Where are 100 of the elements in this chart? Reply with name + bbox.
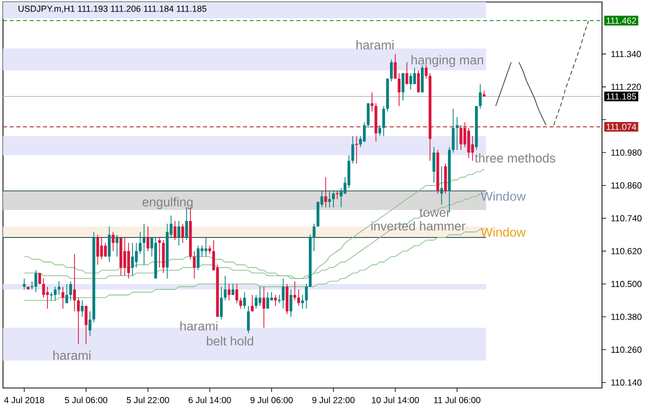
candlestick bbox=[69, 280, 72, 301]
candlestick bbox=[452, 108, 455, 153]
annotation: harami bbox=[180, 321, 218, 331]
y-tick-label: 110.620 bbox=[611, 248, 642, 254]
candlestick bbox=[58, 280, 60, 296]
annotation: engulfing bbox=[142, 197, 193, 210]
candlestick bbox=[290, 289, 292, 318]
candlestick bbox=[232, 284, 234, 296]
candlestick bbox=[258, 286, 262, 306]
candlestick bbox=[324, 176, 328, 208]
candlestick bbox=[440, 166, 444, 205]
candlestick bbox=[84, 305, 88, 345]
candlestick bbox=[228, 284, 230, 301]
candlestick bbox=[46, 286, 49, 310]
annotation: harami bbox=[356, 40, 394, 50]
y-tick-label: 110.500 bbox=[611, 280, 642, 288]
candlestick bbox=[262, 286, 266, 328]
candlestick bbox=[112, 232, 115, 252]
y-tick-label: 111.340 bbox=[611, 50, 641, 58]
candlestick bbox=[54, 286, 57, 301]
y-tick-label: 110.140 bbox=[611, 379, 642, 386]
y-tick-label: 110.380 bbox=[611, 314, 642, 320]
x-tick-label: 11 Jul 06:00 bbox=[434, 396, 480, 404]
candlestick bbox=[174, 220, 176, 241]
candlestick bbox=[394, 54, 397, 80]
candlestick bbox=[88, 310, 92, 336]
candlestick bbox=[62, 286, 64, 310]
y-tick-label: 110.740 bbox=[611, 215, 642, 222]
candlestick bbox=[328, 190, 331, 208]
candlestick bbox=[332, 190, 335, 208]
y-tick-label: 111.220 bbox=[611, 84, 641, 90]
candlestick bbox=[123, 237, 126, 276]
candlestick bbox=[73, 253, 76, 312]
candlestick bbox=[460, 124, 462, 150]
candlestick bbox=[80, 300, 84, 318]
candlestick bbox=[354, 136, 359, 164]
candlestick bbox=[417, 70, 420, 93]
candlestick bbox=[362, 122, 366, 142]
candlestick bbox=[42, 278, 45, 298]
candlestick bbox=[370, 92, 374, 112]
candlestick bbox=[127, 242, 130, 279]
candlestick bbox=[402, 72, 404, 101]
ref-line-label: 111.185 bbox=[606, 93, 636, 100]
candlestick bbox=[131, 242, 134, 276]
x-tick-label: 9 Jul 22:00 bbox=[312, 396, 355, 404]
candlestick bbox=[456, 116, 458, 150]
candlestick bbox=[235, 284, 238, 304]
annotation: three methods bbox=[474, 153, 556, 163]
candlestick bbox=[220, 286, 223, 320]
candlestick bbox=[104, 242, 107, 257]
candlestick bbox=[274, 294, 277, 306]
annotation: belt hold bbox=[206, 336, 254, 346]
candlestick bbox=[266, 292, 270, 310]
candlestick bbox=[301, 294, 304, 310]
x-tick-label: 5 Jul 22:00 bbox=[126, 396, 170, 404]
candlestick bbox=[405, 62, 408, 85]
candlestick bbox=[254, 294, 258, 310]
annotation: hanging man bbox=[412, 55, 484, 67]
candlestick bbox=[38, 272, 42, 284]
x-tick-label: 5 Jul 06:00 bbox=[64, 396, 108, 404]
y-tick-label: 110.260 bbox=[611, 346, 642, 353]
candlestick bbox=[398, 72, 401, 106]
x-tick-label: 6 Jul 14:00 bbox=[188, 396, 231, 404]
candlestick bbox=[108, 226, 111, 262]
x-tick-label: 4 Jul 2018 bbox=[4, 396, 44, 404]
candlestick bbox=[146, 226, 150, 252]
candlestick bbox=[134, 242, 138, 268]
y-tick-label: 110.860 bbox=[611, 182, 642, 189]
candlestick bbox=[297, 289, 300, 306]
x-tick-label: 10 Jul 14:00 bbox=[372, 396, 419, 404]
y-tick-label: 110.980 bbox=[611, 149, 642, 156]
candlestick bbox=[390, 59, 393, 82]
candlestick bbox=[181, 223, 184, 244]
candlestick bbox=[100, 237, 103, 260]
candlestick bbox=[158, 237, 161, 268]
candlestick bbox=[76, 297, 80, 345]
candlestick bbox=[204, 237, 208, 257]
candlestick bbox=[192, 250, 196, 279]
candlestick bbox=[378, 124, 382, 137]
ref-line-label: 111.074 bbox=[606, 124, 636, 130]
x-tick-label: 9 Jul 06:00 bbox=[250, 396, 293, 404]
candlestick bbox=[142, 223, 146, 266]
candlestick bbox=[243, 292, 246, 310]
annotation: harami bbox=[53, 350, 90, 360]
candlestick bbox=[177, 220, 180, 246]
candlestick bbox=[239, 297, 242, 310]
candlestick bbox=[304, 284, 308, 310]
candlestick bbox=[312, 223, 316, 252]
candlestick bbox=[467, 128, 470, 158]
candlestick bbox=[351, 136, 354, 164]
annotation: Window bbox=[480, 227, 526, 237]
chart-title: USDJPY.m,H1 111.193 111.206 111.184 111.185 bbox=[18, 6, 206, 13]
candlestick bbox=[250, 294, 254, 312]
candlestick bbox=[282, 278, 285, 310]
ref-line-label: 111.462 bbox=[606, 17, 636, 24]
candlestick bbox=[432, 146, 436, 184]
annotation: Window bbox=[480, 192, 526, 201]
candlestick bbox=[116, 234, 118, 257]
candlestick bbox=[413, 67, 416, 85]
candlestick bbox=[247, 305, 250, 334]
